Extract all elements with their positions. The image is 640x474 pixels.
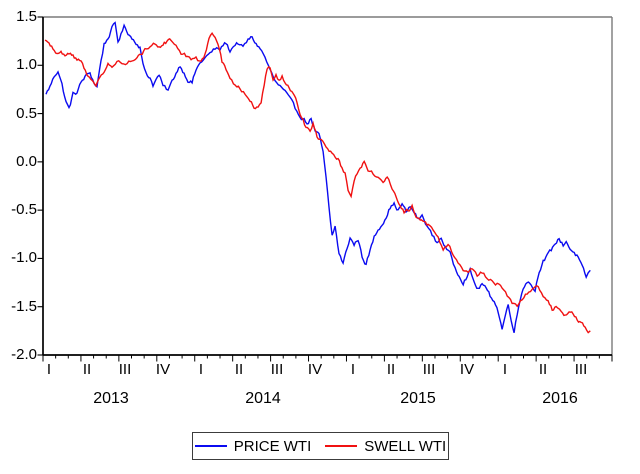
x-quarter-label: IV	[155, 361, 171, 378]
x-year-label: 2014	[245, 390, 281, 407]
legend-line-swell-wti	[325, 445, 358, 447]
x-year-label: 2013	[93, 390, 129, 407]
x-quarter-label: I	[198, 361, 204, 378]
legend-label-swell-wti: SWELL WTI	[364, 437, 447, 455]
y-axis-label: 0.0	[16, 153, 37, 170]
y-axis-label: 1.0	[16, 56, 37, 73]
x-year-label: 2015	[400, 390, 436, 407]
y-axis-label: -1.5	[11, 298, 37, 315]
x-quarter-label: III	[422, 361, 436, 378]
x-quarter-label: II	[234, 361, 244, 378]
x-year-label: 2016	[542, 390, 578, 407]
series-lines	[44, 21, 591, 334]
x-quarter-label: III	[270, 361, 284, 378]
legend-line-price-wti	[194, 445, 227, 447]
series-line-swell-wti	[44, 31, 591, 334]
axis-ticks	[37, 16, 613, 362]
x-quarter-label: I	[502, 361, 508, 378]
x-quarter-label: III	[118, 361, 132, 378]
series-line-price-wti	[45, 21, 591, 333]
x-quarter-label: I	[46, 361, 52, 378]
y-axis-label: -0.5	[11, 201, 37, 218]
x-quarter-label: II	[538, 361, 548, 378]
x-quarter-label: II	[386, 361, 396, 378]
x-quarter-label: II	[82, 361, 92, 378]
y-axis-label: 1.5	[16, 8, 37, 25]
x-quarter-label: III	[574, 361, 588, 378]
legend-label-price-wti: PRICE WTI	[233, 437, 312, 455]
x-quarter-label: I	[350, 361, 356, 378]
y-axis-label: 0.5	[16, 105, 37, 122]
y-axis-label: -2.0	[11, 346, 37, 363]
y-axis-label: -1.0	[11, 249, 37, 266]
x-quarter-label: IV	[459, 361, 475, 378]
legend-box: PRICE WTI SWELL WTI	[192, 432, 449, 460]
x-quarter-label: IV	[307, 361, 323, 378]
